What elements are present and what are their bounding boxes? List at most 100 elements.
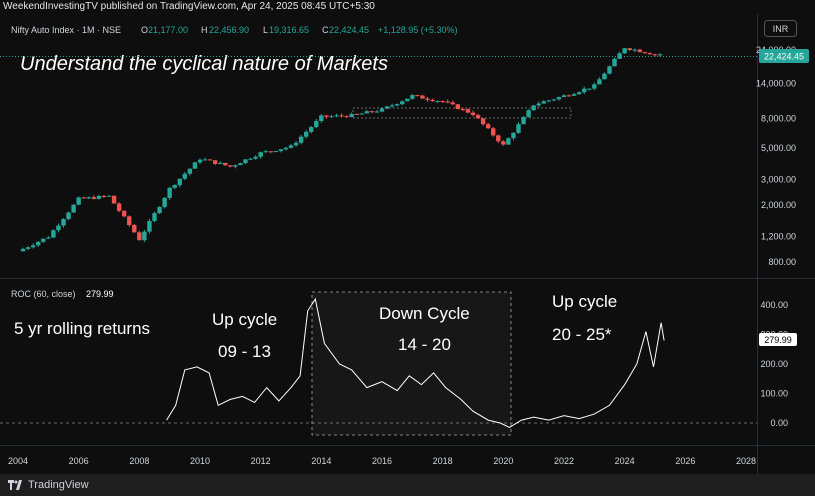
candle-body <box>587 88 592 90</box>
candle-body <box>369 111 375 113</box>
candle-body <box>506 138 511 145</box>
candle-body <box>71 204 76 213</box>
up-cycle-2-range: 20 - 25* <box>552 325 612 344</box>
time-tick-label: 2012 <box>251 456 271 466</box>
price-tick-label: 3,000.00 <box>761 175 796 185</box>
candle-body <box>415 95 420 97</box>
down-cycle-title: Down Cycle <box>379 304 470 323</box>
candle-body <box>617 53 622 59</box>
candle-body <box>177 178 182 186</box>
candle-body <box>657 54 663 56</box>
candle-body <box>430 99 435 102</box>
candle-body <box>334 115 339 117</box>
candle-body <box>642 52 648 54</box>
time-tick-label: 2004 <box>8 456 28 466</box>
candle-body <box>303 131 309 137</box>
candle-body <box>309 127 314 132</box>
candle-body <box>101 195 107 197</box>
candle-body <box>127 216 132 225</box>
candle-body <box>76 197 81 205</box>
time-tick-label: 2010 <box>190 456 210 466</box>
candle-body <box>632 49 637 51</box>
roc-tick-label: 200.00 <box>760 359 788 369</box>
time-tick-label: 2018 <box>433 456 453 466</box>
candle-body <box>501 141 506 145</box>
price-panel <box>0 14 757 278</box>
candle-body <box>293 142 299 146</box>
candle-body <box>566 95 572 97</box>
close-value: 22,424.45 <box>329 25 369 35</box>
candle-body <box>435 101 440 103</box>
candle-body <box>324 115 329 117</box>
candle-body <box>278 149 284 152</box>
symbol-label[interactable]: Nifty Auto Index · 1M · NSE <box>11 25 121 35</box>
candle-body <box>536 103 541 106</box>
high-value: 22,456.90 <box>209 25 249 35</box>
footer-brand: TradingView <box>28 479 89 491</box>
candle-body <box>551 99 557 101</box>
time-tick-label: 2006 <box>69 456 89 466</box>
candle-body <box>349 113 354 118</box>
candle-body <box>111 195 117 204</box>
candle-body <box>263 151 268 153</box>
candle-body <box>142 231 147 241</box>
candle-body <box>192 162 198 169</box>
candle-body <box>137 232 142 241</box>
candle-body <box>359 113 364 115</box>
candle-body <box>30 245 36 248</box>
tradingview-icon <box>8 480 22 490</box>
candle-body <box>364 111 370 114</box>
candle-body <box>440 101 445 103</box>
roc-line <box>166 297 665 428</box>
roc-panel <box>0 279 757 445</box>
candle-body <box>521 117 526 125</box>
last-price-badge <box>759 49 809 63</box>
price-tick-label: 2,000.00 <box>761 200 796 210</box>
candle-body <box>597 79 602 85</box>
candle-body <box>283 147 289 150</box>
time-tick-label: 2026 <box>675 456 695 466</box>
price-tick-label: 14,000.00 <box>756 79 796 89</box>
candle-body <box>526 110 531 118</box>
up-cycle-1-title: Up cycle <box>212 310 277 329</box>
candle-body <box>273 151 279 153</box>
candle-body <box>592 84 597 89</box>
candle-body <box>81 197 86 199</box>
candle-body <box>66 212 71 220</box>
roc-value: 279.99 <box>86 289 114 299</box>
candlestick-series <box>20 47 663 252</box>
candle-body <box>20 248 26 252</box>
tradingview-logo[interactable]: TradingView <box>8 479 89 491</box>
candle-body <box>556 97 562 100</box>
candle-body <box>420 95 425 99</box>
candle-body <box>46 237 51 239</box>
time-tick-label: 2022 <box>554 456 574 466</box>
candle-body <box>56 225 61 231</box>
currency-label: INR <box>773 24 789 34</box>
currency-button[interactable] <box>764 20 797 37</box>
candle-body <box>25 247 31 249</box>
candle-body <box>223 162 228 166</box>
roc-label[interactable]: ROC (60, close) <box>11 289 76 299</box>
candle-body <box>243 159 248 164</box>
time-tick-label: 2008 <box>129 456 149 466</box>
price-tick-label: 1,200.00 <box>761 232 796 242</box>
candle-body <box>121 210 127 217</box>
open-value: 21,177.00 <box>148 25 188 35</box>
candle-body <box>546 100 552 102</box>
candle-body <box>106 195 112 197</box>
candle-body <box>329 116 334 118</box>
candle-body <box>268 151 273 153</box>
candle-body <box>197 159 203 163</box>
price-tick-label: 5,000.00 <box>761 143 796 153</box>
price-axis[interactable]: 24,000.0014,000.008,000.005,000.003,000.… <box>756 45 796 267</box>
time-axis[interactable]: 2004 2006 2008 2010 2012 2014 2016 2018 2020 2022… <box>8 456 756 466</box>
candle-body <box>607 66 612 74</box>
candle-body <box>389 105 395 107</box>
candle-body <box>202 159 208 161</box>
candle-body <box>253 156 258 159</box>
down-cycle-box <box>311 291 512 436</box>
candle-body <box>116 203 122 211</box>
